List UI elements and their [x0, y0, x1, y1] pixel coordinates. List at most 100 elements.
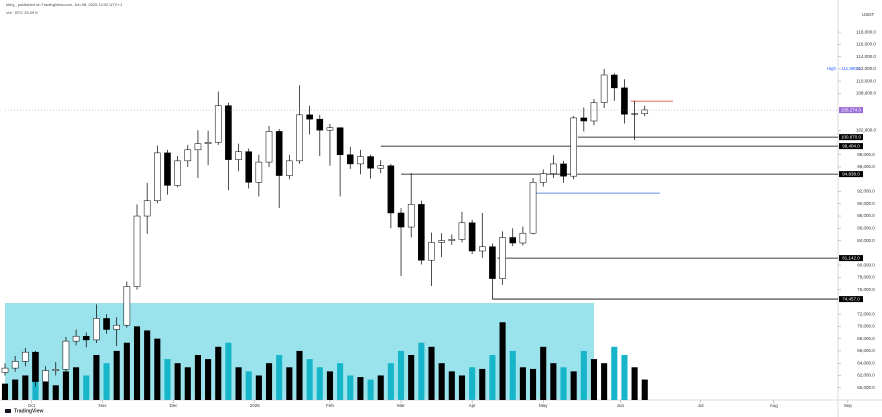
candle-body — [458, 222, 466, 240]
y-tick-label: 116,000.0 — [856, 42, 876, 47]
candle-body — [387, 165, 395, 214]
volume-bar — [306, 359, 313, 400]
volume-bar — [73, 367, 80, 400]
volume-bar — [550, 363, 557, 400]
level-label: 74,457.0 — [842, 296, 860, 301]
volume-bar — [255, 375, 262, 400]
volume-bar — [590, 359, 598, 400]
candle-body — [357, 156, 364, 165]
last-price-label: 105,274.0 — [841, 107, 862, 112]
y-tick-label: 110,000.0 — [856, 78, 876, 83]
candle-body — [52, 369, 60, 371]
candle-body — [560, 163, 567, 177]
volume-bar — [265, 363, 273, 400]
candle-body — [489, 246, 496, 279]
candle-body — [204, 142, 212, 144]
volume-bar — [489, 355, 496, 400]
y-tick-label: 112,000.0 — [856, 66, 876, 71]
volume-bar — [62, 371, 69, 400]
volume-bar — [601, 363, 608, 400]
candle-body — [641, 109, 649, 114]
candle-body — [306, 114, 313, 120]
candle-body — [255, 161, 263, 183]
candle-body — [610, 74, 618, 89]
volume-bar — [509, 350, 516, 400]
volume-bar — [32, 377, 39, 400]
brand[interactable]: TradingView — [14, 408, 43, 414]
volume-bar — [458, 375, 466, 400]
x-tick-label: Mar — [397, 403, 405, 408]
x-tick-label: Oct — [28, 403, 36, 408]
candle-body — [631, 113, 638, 115]
volume-bar — [133, 326, 141, 400]
volume-bar — [337, 363, 344, 400]
x-tick-label: Jul — [698, 403, 704, 408]
volume-bar — [438, 363, 445, 400]
volume-bar — [611, 346, 618, 400]
candle-body — [42, 370, 49, 382]
volume-bar — [479, 368, 486, 400]
y-tick-label: 72,000.0 — [857, 311, 875, 316]
volume-bar — [42, 382, 49, 400]
candle-body — [296, 114, 303, 162]
candle-body — [275, 131, 283, 176]
y-tick-label: 114,000.0 — [856, 54, 876, 59]
x-tick-label: Nov — [98, 403, 107, 408]
candle-body — [580, 117, 588, 122]
candle-body — [194, 143, 202, 151]
x-tick-label: 2025 — [250, 403, 261, 408]
x-tick-label: Apr — [469, 403, 477, 408]
candle-body — [164, 152, 171, 186]
volume-bar — [174, 363, 181, 400]
volume-bar — [347, 375, 354, 400]
y-tick-label: 84,000.0 — [857, 238, 875, 243]
level-tag — [839, 255, 863, 262]
volume-bar — [154, 338, 161, 400]
candle-body — [184, 149, 192, 162]
level-label: 94,838.0 — [842, 171, 860, 176]
volume-bar — [499, 322, 506, 400]
candle-body — [225, 105, 232, 160]
candle-body — [377, 165, 385, 169]
volume-bar — [326, 371, 333, 400]
volume-bar — [225, 342, 232, 400]
volume-bar — [448, 371, 455, 400]
volume-bar — [641, 379, 648, 400]
candle-body — [468, 222, 476, 252]
x-tick-label: Jun — [617, 403, 625, 408]
candle-body — [245, 151, 253, 183]
high-tag: High — [827, 66, 837, 71]
candle-body — [448, 239, 456, 241]
y-tick-label: 62,000.0 — [857, 373, 875, 378]
candle-body — [103, 318, 110, 330]
volume-bar — [194, 355, 201, 400]
last-price-tag — [839, 107, 863, 114]
candle-body — [519, 232, 527, 244]
level-tag — [839, 143, 863, 150]
volume-bar — [245, 371, 252, 400]
candle-body — [174, 160, 181, 186]
volume-bar — [408, 355, 415, 400]
candle-body — [82, 335, 90, 341]
volume-bar — [316, 367, 323, 400]
volume-bar — [631, 367, 638, 400]
candle-body — [478, 246, 486, 252]
candle-body — [529, 182, 537, 234]
candle-body — [397, 212, 405, 228]
candle-body — [428, 242, 435, 261]
volume-bar — [286, 367, 293, 400]
volume-bar — [540, 346, 547, 400]
candle-body — [32, 351, 39, 382]
y-tick-label: 90,000.0 — [857, 201, 875, 206]
candle-body — [143, 200, 151, 217]
level-label: 100,870.0 — [841, 134, 862, 139]
candle-body — [123, 286, 131, 326]
volume-bar — [397, 350, 405, 400]
level-tag — [839, 171, 863, 178]
y-tick-label: 118,000.0 — [856, 29, 876, 34]
x-tick-label: Aug — [770, 403, 779, 408]
volume-bar — [1, 383, 9, 400]
candle-body — [154, 152, 161, 201]
candle-body — [600, 74, 608, 103]
